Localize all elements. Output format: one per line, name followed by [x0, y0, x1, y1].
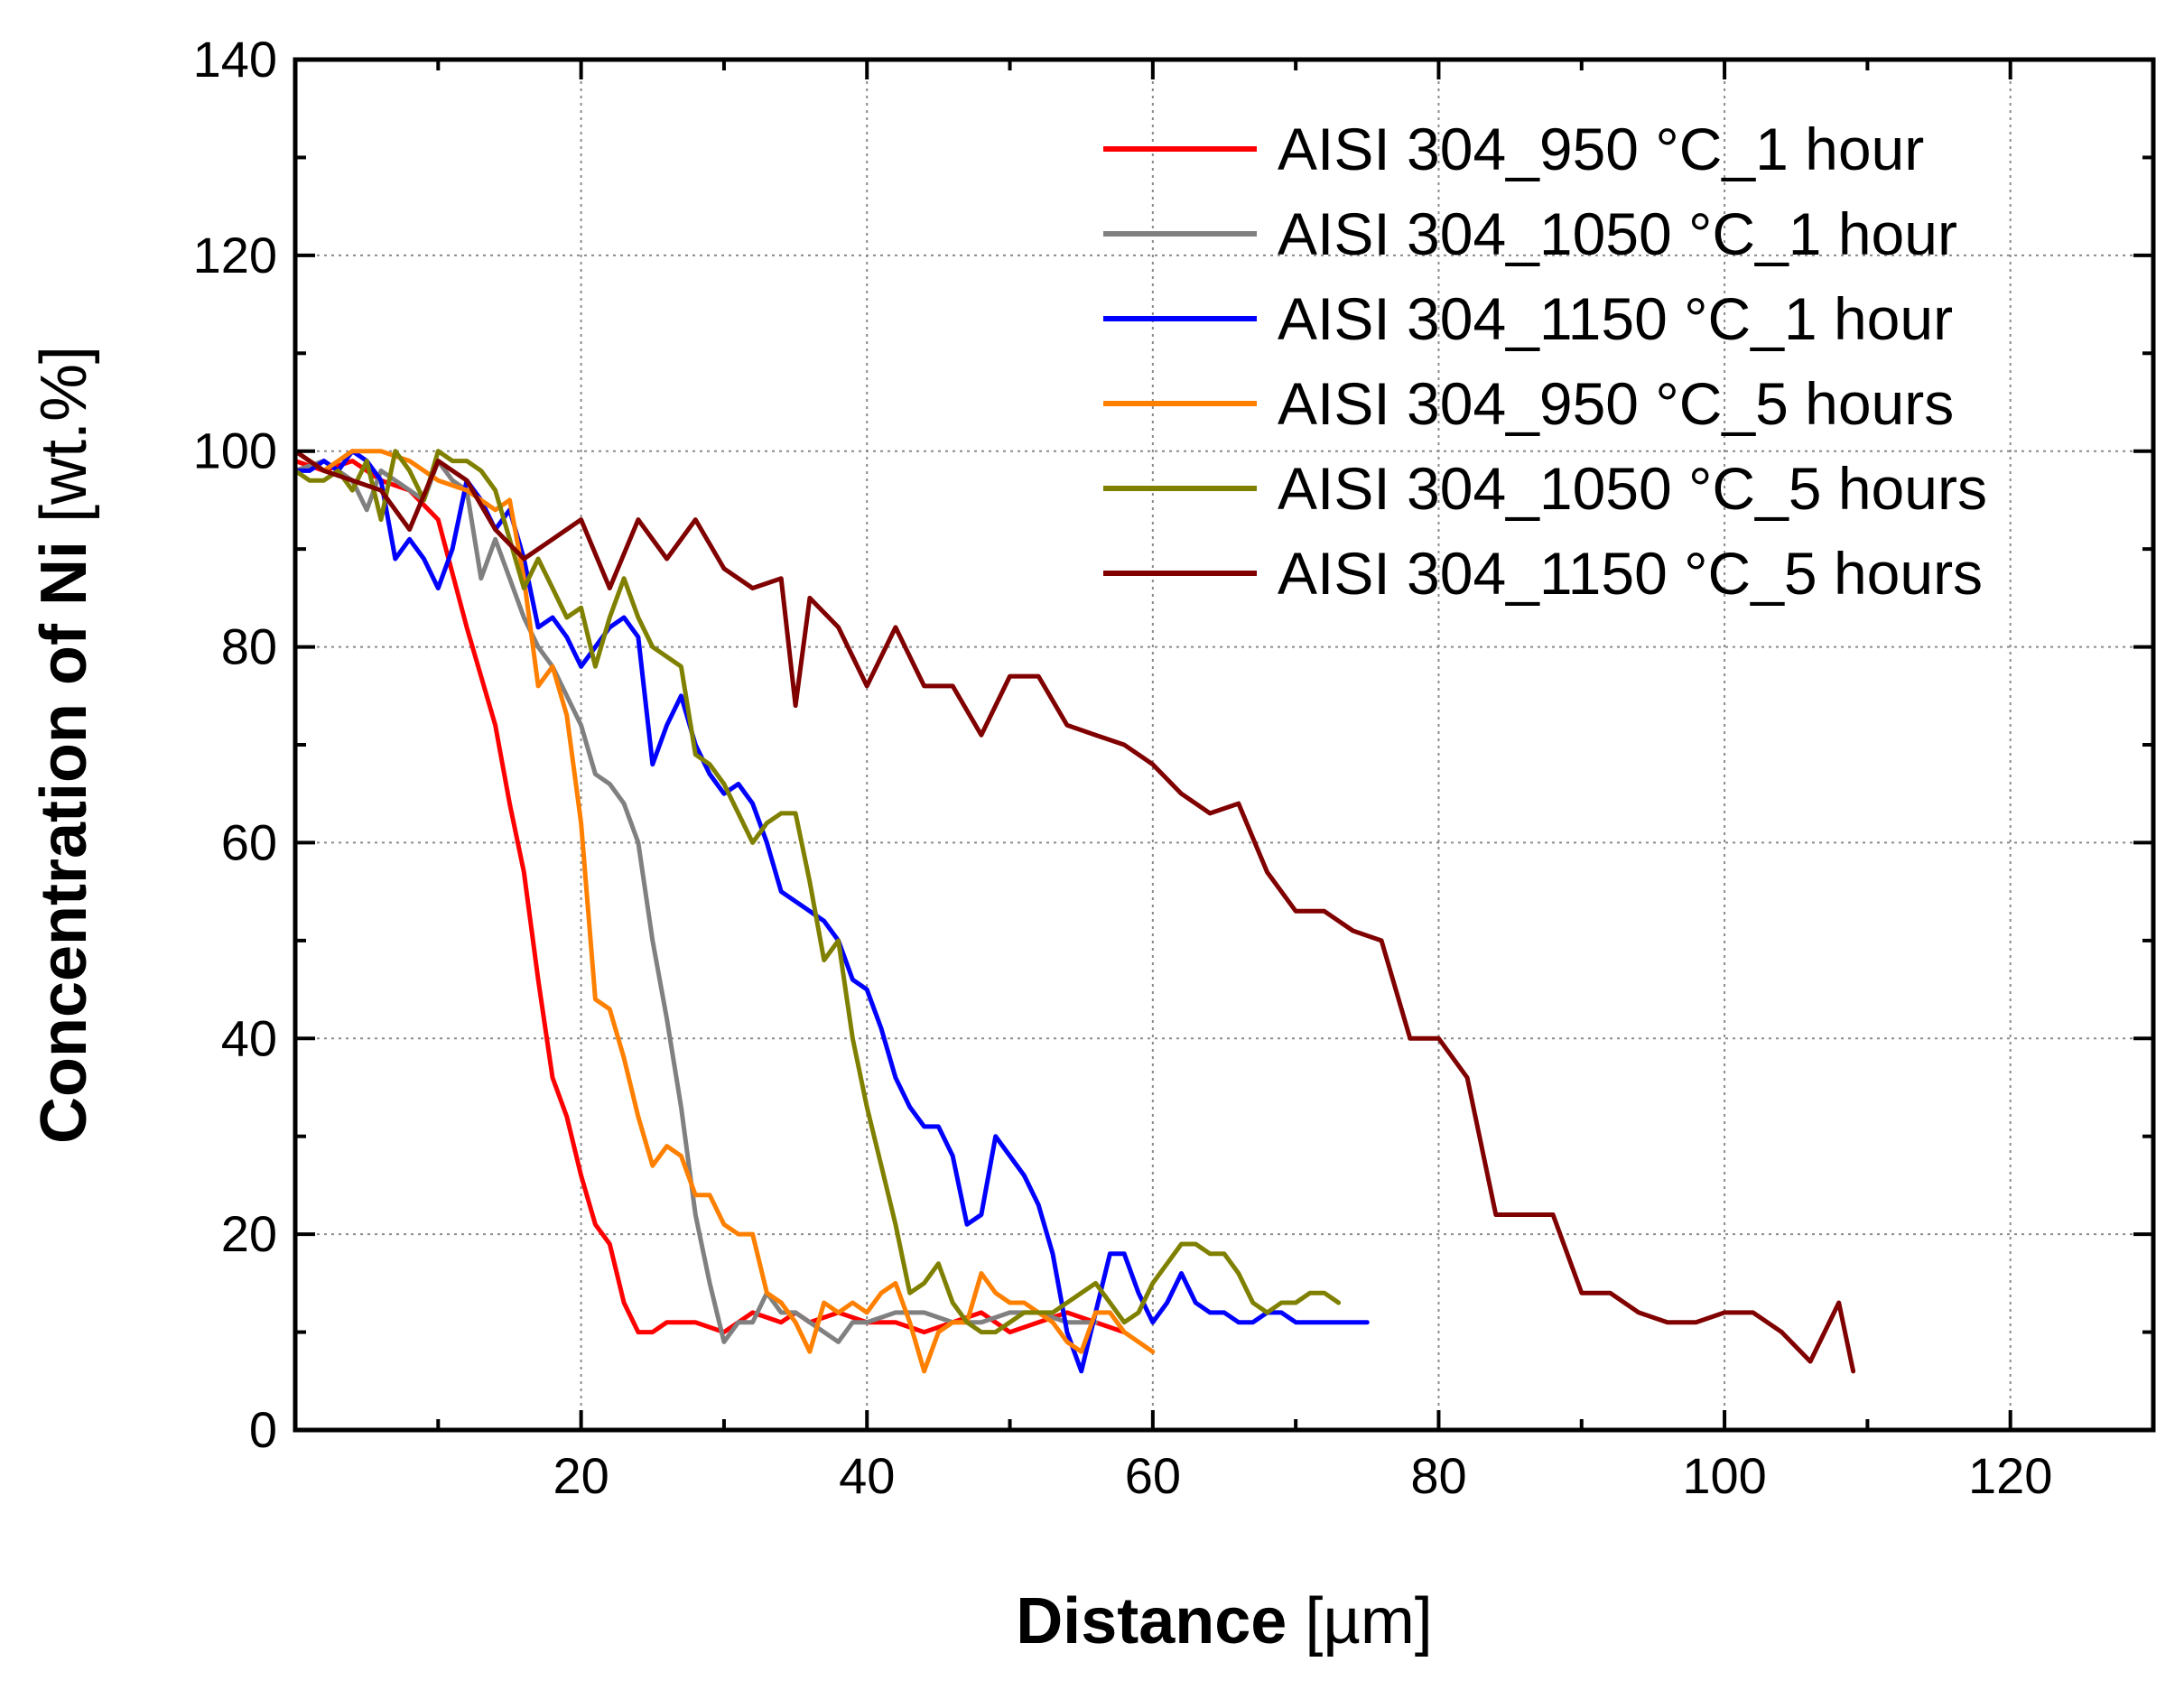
y-tick-label: 40	[221, 1009, 277, 1066]
x-tick-label: 60	[1125, 1447, 1181, 1504]
y-tick-label: 100	[193, 422, 277, 479]
y-axis-title-bold: Concentration of Ni	[28, 541, 100, 1144]
y-tick-label: 80	[221, 618, 277, 675]
y-tick-label: 140	[193, 31, 277, 88]
grid	[295, 60, 2153, 1430]
x-axis-title-bold: Distance	[1016, 1585, 1287, 1658]
tick-labels: 20 40 60 80 100 120 0 20 40 60 80 100 120 140	[193, 31, 2053, 1504]
x-tick-label: 100	[1682, 1447, 1766, 1504]
y-tick-label: 60	[221, 813, 277, 870]
series-lines	[293, 449, 1856, 1374]
legend: AISI 304_950 °C_1 hour AISI 304_1050 °C_1…	[1103, 116, 1987, 607]
y-tick-label: 20	[221, 1205, 277, 1262]
x-tick-label: 120	[1968, 1447, 2052, 1504]
y-axis-title-unit: [wt.%]	[28, 346, 100, 541]
x-axis-title: Distance [µm]	[1016, 1585, 1433, 1658]
x-tick-label: 40	[839, 1447, 895, 1504]
x-tick-label: 20	[553, 1447, 609, 1504]
y-axis-title: Concentration of Ni [wt.%]	[28, 346, 100, 1144]
legend-label: AISI 304_1050 °C_5 hours	[1278, 455, 1987, 522]
series-line	[293, 449, 1342, 1335]
x-axis-title-unit: [µm]	[1287, 1585, 1432, 1658]
y-tick-label: 0	[249, 1401, 277, 1458]
x-tick-label: 80	[1410, 1447, 1466, 1504]
legend-label: AISI 304_1050 °C_1 hour	[1278, 200, 1957, 267]
series-line	[293, 449, 1856, 1374]
legend-label: AISI 304_950 °C_5 hours	[1278, 370, 1954, 437]
y-tick-label: 120	[193, 227, 277, 283]
legend-label: AISI 304_950 °C_1 hour	[1278, 116, 1924, 182]
axis-ticks	[295, 58, 2153, 1432]
legend-label: AISI 304_1150 °C_5 hours	[1278, 540, 1983, 607]
legend-label: AISI 304_1150 °C_1 hour	[1278, 285, 1953, 352]
series-line	[293, 449, 1156, 1374]
